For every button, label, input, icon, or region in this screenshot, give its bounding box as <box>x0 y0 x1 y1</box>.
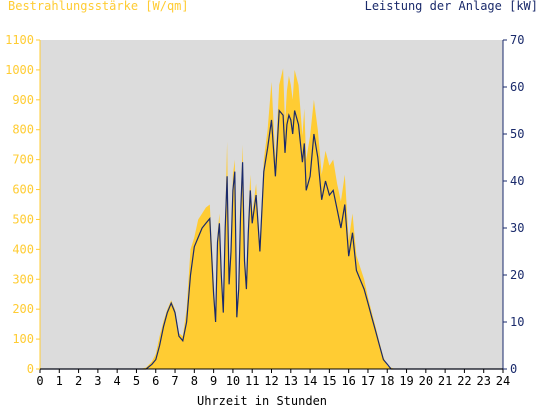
left-tick-label: 800 <box>12 123 34 137</box>
x-tick-label: 17 <box>361 374 375 388</box>
tick-layer: 0 1 2 3 4 5 6 7 8 9 10 11 12 13 14 15 16 17 18 19 20 21 22 23 24… <box>5 33 524 388</box>
right-tick-label: 50 <box>510 127 524 141</box>
left-tick-label: 1100 <box>5 33 34 47</box>
x-tick-label: 3 <box>94 374 101 388</box>
x-tick-label: 4 <box>114 374 121 388</box>
right-tick-label: 20 <box>510 268 524 282</box>
x-tick-label: 11 <box>245 374 259 388</box>
x-tick-label: 23 <box>476 374 490 388</box>
left-tick-label: 1000 <box>5 63 34 77</box>
x-tick-label: 22 <box>457 374 471 388</box>
left-tick-label: 200 <box>12 302 34 316</box>
left-tick-label: 300 <box>12 272 34 286</box>
right-tick-label: 30 <box>510 221 524 235</box>
left-tick-label: 600 <box>12 183 34 197</box>
right-axis-title: Leistung der Anlage [kW] <box>365 0 538 13</box>
x-tick-label: 14 <box>303 374 317 388</box>
left-tick-label: 100 <box>12 332 34 346</box>
x-tick-label: 15 <box>322 374 336 388</box>
irradiance-area <box>40 68 503 370</box>
x-axis-title: Uhrzeit in Stunden <box>197 394 327 408</box>
x-tick-label: 19 <box>399 374 413 388</box>
x-tick-label: 18 <box>380 374 394 388</box>
power-line <box>40 108 503 370</box>
left-tick-label: 0 <box>27 362 34 376</box>
x-tick-label: 2 <box>75 374 82 388</box>
right-tick-label: 40 <box>510 174 524 188</box>
x-tick-label: 24 <box>496 374 510 388</box>
x-tick-label: 8 <box>191 374 198 388</box>
right-tick-label: 70 <box>510 33 524 47</box>
x-tick-label: 5 <box>133 374 140 388</box>
left-tick-label: 700 <box>12 153 34 167</box>
x-tick-label: 6 <box>152 374 159 388</box>
x-tick-label: 20 <box>419 374 433 388</box>
left-tick-label: 500 <box>12 212 34 226</box>
x-tick-label: 1 <box>56 374 63 388</box>
x-tick-label: 0 <box>36 374 43 388</box>
right-tick-label: 10 <box>510 315 524 329</box>
right-tick-label: 60 <box>510 80 524 94</box>
left-tick-label: 400 <box>12 242 34 256</box>
left-tick-label: 900 <box>12 93 34 107</box>
x-tick-label: 7 <box>171 374 178 388</box>
x-tick-label: 21 <box>438 374 452 388</box>
right-tick-label: 0 <box>510 362 517 376</box>
x-tick-label: 10 <box>226 374 240 388</box>
left-axis-title: Bestrahlungsstärke [W/qm] <box>8 0 189 13</box>
series-layer <box>40 68 503 370</box>
x-tick-label: 12 <box>264 374 278 388</box>
x-tick-label: 16 <box>341 374 355 388</box>
x-tick-label: 13 <box>284 374 298 388</box>
x-tick-label: 9 <box>210 374 217 388</box>
